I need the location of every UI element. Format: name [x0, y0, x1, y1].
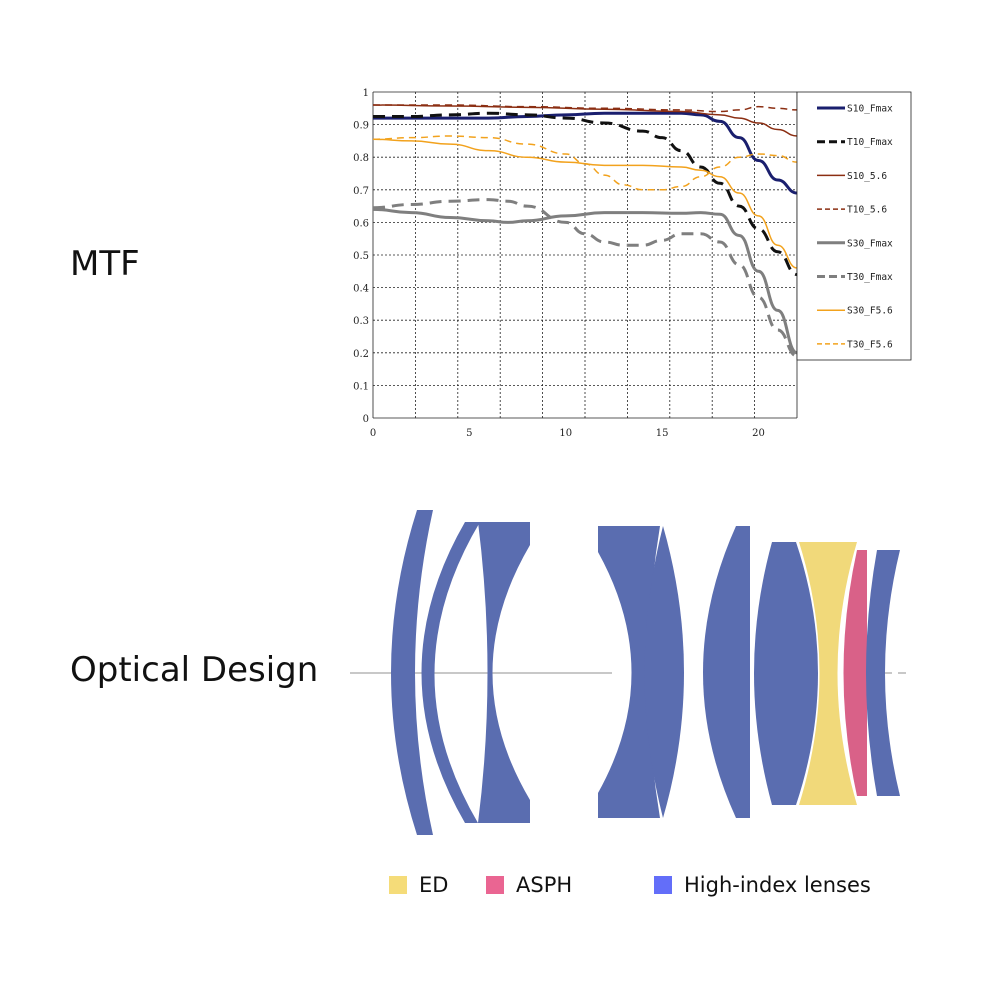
legend-label: S30_F5.6 [847, 306, 893, 317]
y-tick-label: 0.5 [353, 251, 369, 262]
series-line-t30-f5-6 [372, 135, 798, 191]
x-tick-label: 20 [752, 428, 765, 439]
y-tick-label: 0 [363, 414, 369, 425]
lens-element-6 [703, 526, 750, 818]
chart-series [372, 104, 798, 358]
x-tick-label: 0 [370, 428, 376, 439]
chart-legend: S10_Fmax T10_Fmax S10_5.6 T10_5.6 S30_Fmax T3… [796, 91, 912, 361]
legend-label: T30_Fmax [847, 272, 893, 283]
x-tick-label: 10 [559, 428, 572, 439]
series-line-t10-5-6 [372, 104, 798, 113]
y-tick-label: 0.8 [353, 153, 369, 164]
high-index-legend-swatch [654, 876, 672, 894]
series-line-t30-fmax [372, 198, 798, 358]
legend-box [796, 91, 912, 361]
series-line-s30-fmax [372, 207, 798, 355]
y-tick-label: 0.6 [353, 218, 369, 229]
series-line-t10-fmax [373, 111, 798, 277]
lens-element-8 [866, 550, 900, 796]
x-tick-label: 5 [466, 428, 472, 439]
ed-legend-swatch [389, 876, 407, 894]
high-index-legend-label: High-index lenses [684, 873, 871, 897]
y-tick-label: 0.9 [353, 121, 369, 132]
ed-legend-label: ED [419, 873, 449, 897]
y-tick-label: 1 [363, 88, 369, 99]
series-line-s30-f5-6 [372, 138, 798, 269]
lens-element-5 [644, 526, 684, 818]
asph-legend-label: ASPH [516, 873, 573, 897]
lens-element-asph [843, 550, 867, 796]
legend-label: T10_5.6 [847, 205, 887, 216]
lens-element-2 [421, 522, 480, 823]
mtf-chart: 00.10.20.30.40.50.60.70.80.910 5 10 15 20 S1… [353, 88, 912, 439]
legend-label: T10_Fmax [847, 137, 893, 148]
chart-tick-labels: 00.10.20.30.40.50.60.70.80.910 5 10 15 20 [353, 88, 765, 439]
legend-label: T30_F5.6 [847, 339, 893, 350]
y-tick-label: 0.1 [353, 381, 369, 392]
mtf-section-title: MTF [70, 244, 140, 284]
lens-element-4 [598, 526, 660, 818]
legend-label: S30_Fmax [847, 238, 893, 249]
y-tick-label: 0.2 [353, 349, 369, 360]
legend-label: S10_Fmax [847, 104, 893, 115]
series-line-s10-5-6 [372, 104, 798, 137]
asph-legend-swatch [486, 876, 504, 894]
lens-element-3 [478, 522, 530, 823]
lens-element-ed [799, 542, 857, 805]
lens-element-1 [391, 510, 433, 835]
legend-label: S10_5.6 [847, 171, 887, 182]
y-tick-label: 0.7 [353, 186, 369, 197]
series-line-s10-fmax [373, 111, 798, 195]
lens-element-7 [754, 542, 818, 805]
optical-design-section-title: Optical Design [70, 650, 319, 690]
y-tick-label: 0.3 [353, 316, 369, 327]
y-tick-label: 0.4 [353, 284, 369, 295]
x-tick-label: 15 [656, 428, 669, 439]
